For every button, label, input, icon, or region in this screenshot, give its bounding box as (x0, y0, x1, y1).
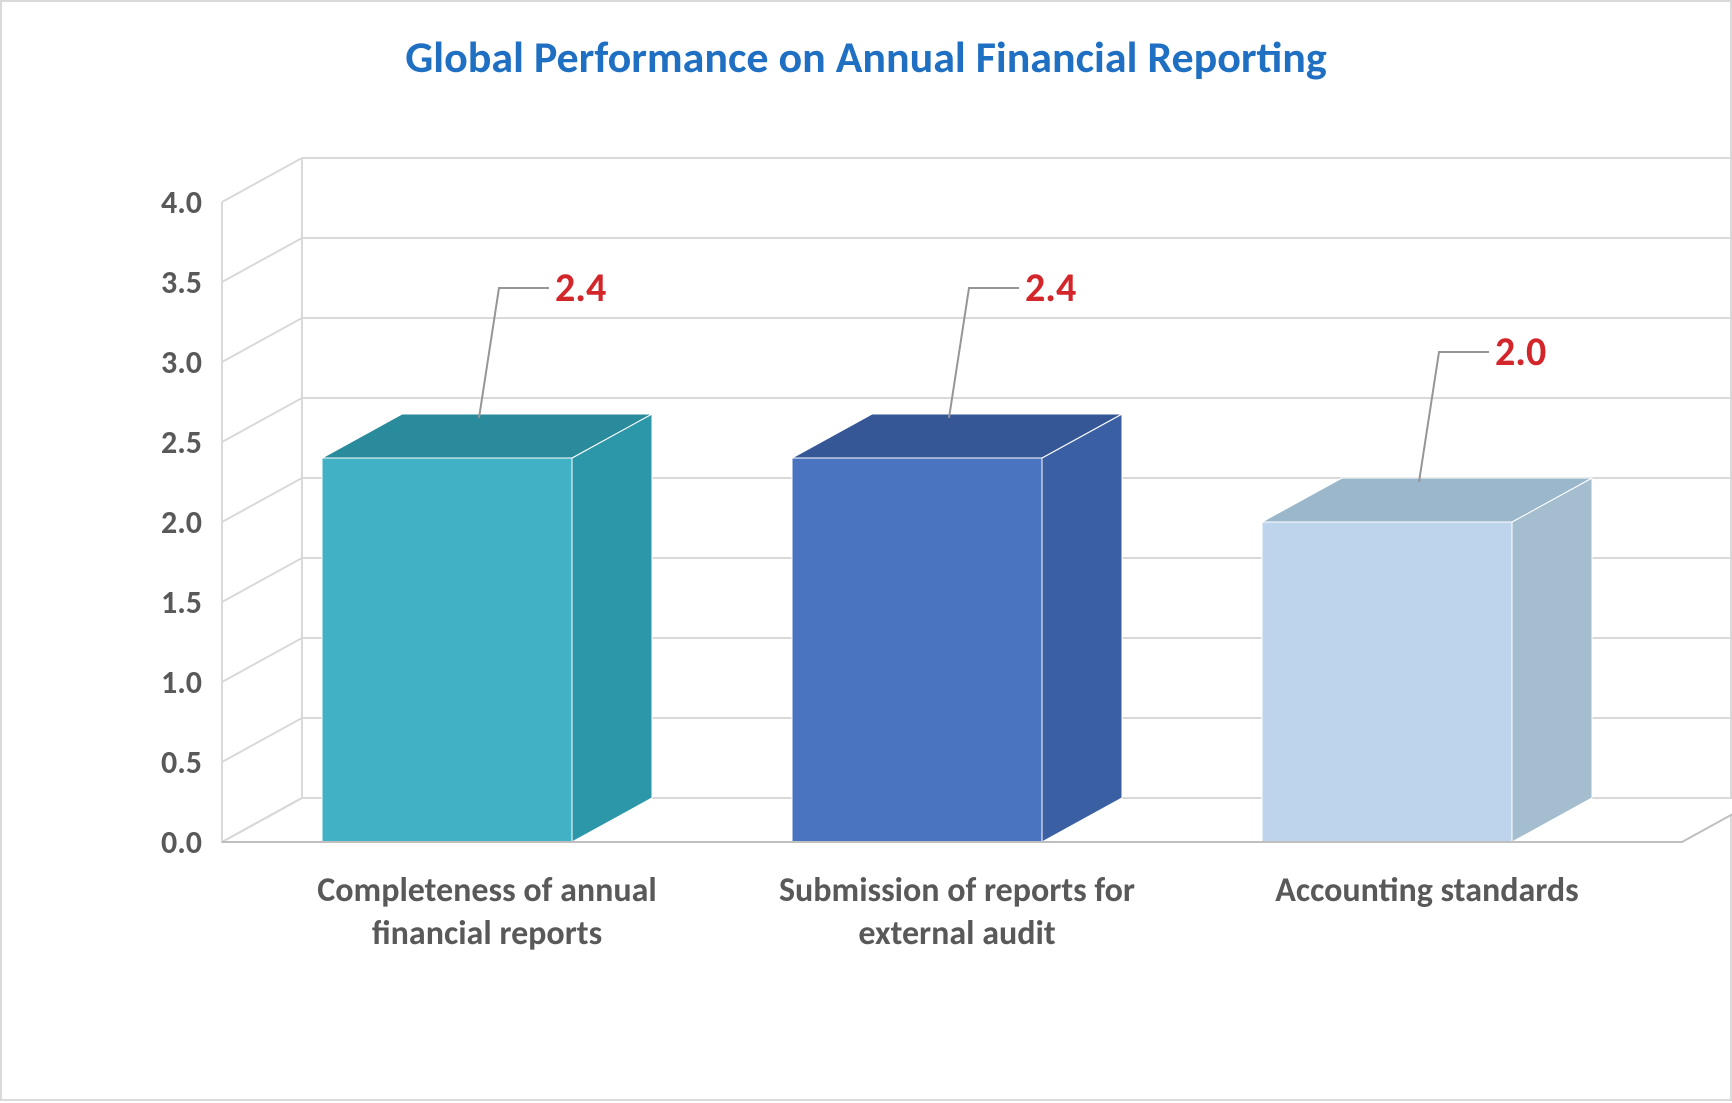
y-axis-tick: 0.0 (2, 823, 202, 862)
chart-frame: Global Performance on Annual Financial R… (0, 0, 1732, 1101)
y-axis-tick: 1.5 (2, 583, 202, 622)
y-axis-tick: 2.0 (2, 503, 202, 542)
y-axis-tick: 1.0 (2, 663, 202, 702)
y-axis-tick: 2.5 (2, 423, 202, 462)
y-axis-tick: 4.0 (2, 183, 202, 222)
x-axis-category-label: Accounting standards (1236, 870, 1618, 913)
y-axis-tick: 3.0 (2, 343, 202, 382)
y-axis-tick: 0.5 (2, 743, 202, 782)
x-axis-category-label: Submission of reports for external audit (766, 870, 1148, 955)
bar-data-label: 2.4 (1025, 263, 1076, 312)
y-axis-tick: 3.5 (2, 263, 202, 302)
bar-data-label: 2.0 (1495, 327, 1546, 376)
x-axis-category-label: Completeness of annual financial reports (296, 870, 678, 955)
bar-data-label: 2.4 (555, 263, 606, 312)
